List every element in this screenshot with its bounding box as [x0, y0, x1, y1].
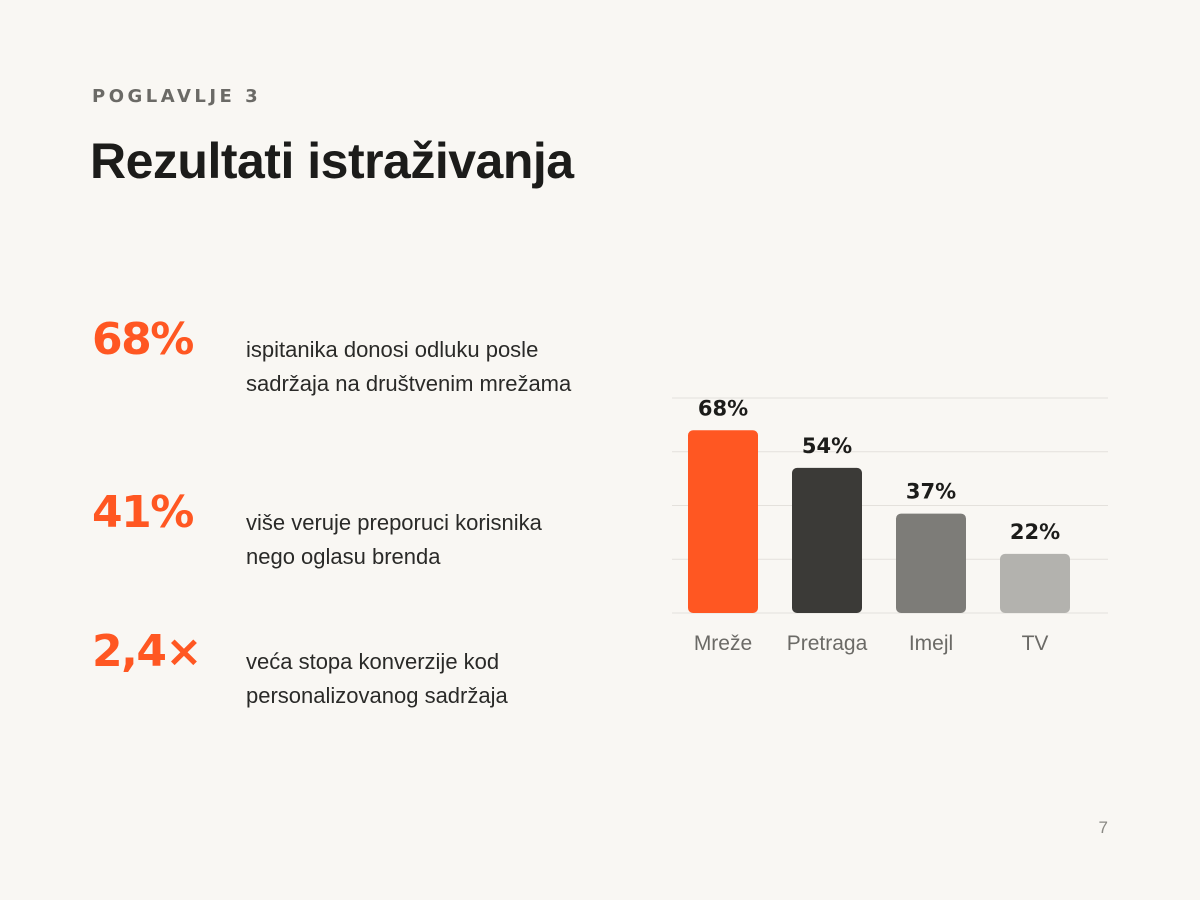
stat-description: ispitanika donosi odluku posle sadržaja …: [246, 337, 572, 396]
chapter-eyebrow: POGLAVLJE 3: [92, 86, 262, 107]
bar-chart: 68% Mreže 54% Pretraga 37% Imejl 22% TV: [672, 396, 1108, 655]
x-tick-label: Pretraga: [787, 632, 868, 655]
stat-value: 41%: [92, 487, 194, 538]
bar: [688, 430, 758, 613]
bar-value-label: 37%: [906, 480, 956, 504]
bar: [1000, 553, 1070, 613]
bar-value-label: 68%: [698, 396, 748, 420]
page-number: 7: [1098, 818, 1108, 837]
stat-description: više veruje preporuci korisnika nego ogl…: [246, 510, 542, 569]
stat-description: veća stopa konverzije kod personalizovan…: [246, 649, 508, 708]
bar-value-label: 54%: [802, 434, 852, 458]
bar: [792, 467, 862, 613]
bar-value-label: 22%: [1010, 520, 1060, 544]
x-tick-label: TV: [1022, 632, 1049, 655]
x-tick-label: Mreže: [694, 632, 752, 655]
x-tick-label: Imejl: [909, 632, 953, 655]
stat-value: 2,4×: [92, 626, 202, 677]
page-title: Rezultati istraživanja: [90, 133, 574, 189]
stat-value: 68%: [92, 314, 194, 365]
bar: [896, 513, 966, 613]
